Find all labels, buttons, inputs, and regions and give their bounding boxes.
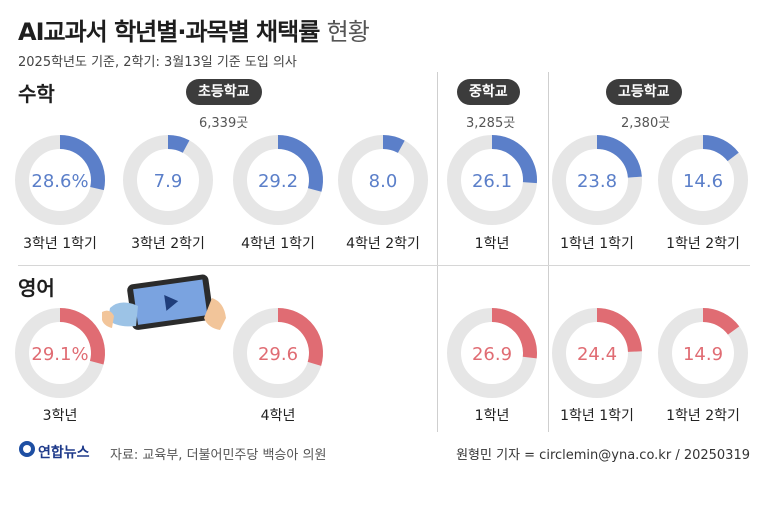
school-count-elementary: 6,339곳 (199, 116, 249, 131)
donut-arc-math-6 (702, 135, 739, 162)
donut-label-english-3: 1학년 1학기 (560, 408, 634, 424)
donut-arc-english-4 (702, 308, 740, 335)
page-title: AI교과서 학년별·과목별 채택률 현황 (18, 12, 370, 47)
donut-value-english-1: 29.6 (258, 344, 298, 365)
donut-arc-math-4 (491, 135, 537, 184)
school-count-middle: 3,285곳 (466, 116, 516, 131)
donut-label-english-2: 1학년 (475, 408, 510, 424)
source-text: 자료: 교육부, 더불어민주당 백승아 의원 (110, 448, 327, 463)
donut-value-math-1: 7.9 (154, 171, 183, 192)
donut-label-math-0: 3학년 1학기 (23, 236, 97, 252)
donut-arc-english-0 (59, 308, 105, 365)
donut-value-math-4: 26.1 (472, 171, 512, 192)
donut-value-math-0: 28.6% (31, 171, 88, 192)
school-pill-elementary: 초등학교 (186, 79, 262, 105)
school-pill-middle: 중학교 (457, 79, 520, 105)
donut-label-english-1: 4학년 (261, 408, 296, 424)
donut-arc-math-3 (382, 135, 405, 154)
donut-label-english-4: 1학년 2학기 (666, 408, 740, 424)
credit-text: 원형민 기자 = circlemin@yna.co.kr / 20250319 (456, 448, 750, 463)
section-math: 수학 (18, 82, 55, 106)
donut-arc-math-0 (59, 135, 105, 191)
logo-text: 연합뉴스 (38, 445, 90, 461)
donut-value-math-5: 23.8 (577, 171, 617, 192)
donut-arc-math-2 (277, 135, 323, 192)
subtitle: 2025학년도 기준, 2학기: 3월13일 기준 도입 의사 (18, 55, 297, 70)
donut-arc-english-1 (277, 308, 323, 366)
donut-value-math-2: 29.2 (258, 171, 298, 192)
title-main: AI교과서 학년별·과목별 채택률 (18, 18, 320, 46)
donut-value-english-0: 29.1% (31, 344, 88, 365)
school-count-high: 2,380곳 (621, 116, 671, 131)
tablet-illustration (102, 274, 226, 330)
donut-value-english-4: 14.9 (683, 344, 723, 365)
donut-arc-english-3 (596, 308, 642, 353)
donut-label-math-4: 1학년 (475, 236, 510, 252)
divider-middle-high (548, 72, 549, 432)
donut-label-math-6: 1학년 2학기 (666, 236, 740, 252)
school-pill-high: 고등학교 (606, 79, 682, 105)
divider-elementary-middle (437, 72, 438, 432)
donut-label-math-2: 4학년 1학기 (241, 236, 315, 252)
donut-label-math-1: 3학년 2학기 (131, 236, 205, 252)
donut-arc-math-5 (596, 135, 642, 179)
donut-label-math-5: 1학년 1학기 (560, 236, 634, 252)
yonhap-logo-icon (19, 441, 35, 457)
donut-label-math-3: 4학년 2학기 (346, 236, 420, 252)
section-english: 영어 (18, 276, 55, 300)
donut-value-math-3: 8.0 (369, 171, 398, 192)
donut-arc-english-2 (491, 308, 537, 359)
title-suffix: 현황 (326, 18, 370, 46)
divider-math-english (18, 265, 750, 266)
donut-value-english-2: 26.9 (472, 344, 512, 365)
donut-value-english-3: 24.4 (577, 344, 617, 365)
donut-label-english-0: 3학년 (43, 408, 78, 424)
donut-arc-math-1 (167, 135, 190, 153)
donut-value-math-6: 14.6 (683, 171, 723, 192)
